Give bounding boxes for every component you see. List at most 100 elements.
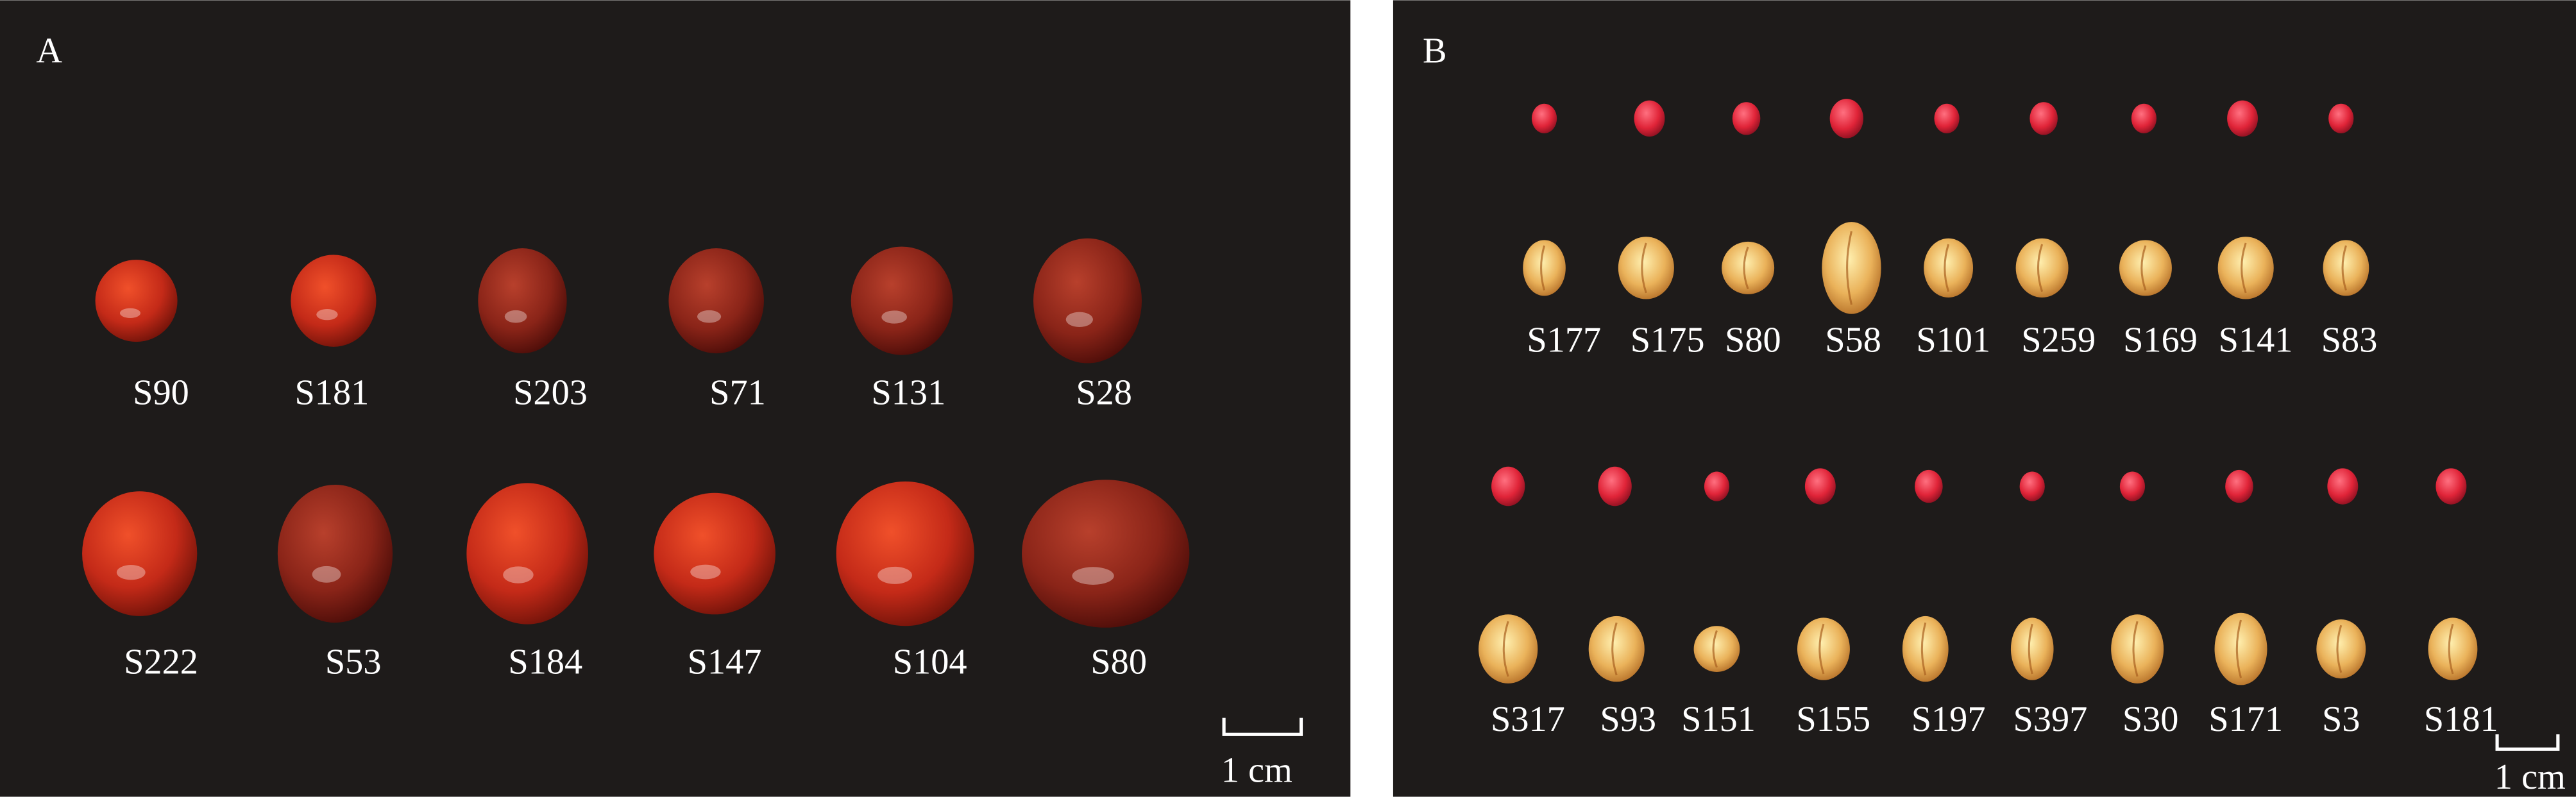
seed [1491,466,1525,507]
highlight [316,309,338,321]
scale-bar [1222,717,1303,736]
scale-bar [2495,734,2560,751]
stone [1722,241,1775,294]
specimen-label: S177 [1527,321,1601,360]
specimen-label: S147 [688,642,762,682]
specimen-label: S222 [124,642,198,682]
seed [2227,100,2258,137]
specimen-label: S104 [893,642,967,682]
specimen-label: S203 [513,373,588,412]
specimen-label: S181 [2424,700,2498,739]
seed [1915,469,1943,503]
seed [2436,468,2467,505]
panel-label: B [1423,31,1447,71]
stone [1693,626,1740,672]
specimen-label: S30 [2123,700,2179,739]
specimen-label: S259 [2021,321,2096,360]
stone [1618,237,1674,299]
seed [2225,469,2253,503]
specimen-label: S131 [871,373,945,412]
stone [2316,619,2366,679]
stone-texture [1920,622,1927,676]
specimen-label: S181 [294,373,369,412]
seed [2328,103,2354,133]
fruit [291,255,377,347]
specimen-label: S28 [1076,373,1132,412]
specimen-label: S155 [1796,700,1870,739]
stone-texture [1611,622,1618,676]
stone [2119,240,2172,296]
specimen-label: S184 [508,642,582,682]
seed [1804,468,1836,505]
specimen-label: S151 [1681,700,1756,739]
stone [1797,617,1850,680]
specimen-label: S317 [1491,700,1565,739]
highlight [697,310,722,323]
stone [2015,238,2069,298]
specimen-label: S169 [2123,321,2198,360]
stone [2217,237,2274,299]
stone-texture [2241,242,2247,294]
seed [1732,102,1761,135]
stone-texture [2132,621,2139,677]
seed [1704,471,1730,501]
stone-texture [2341,245,2347,291]
fruit [836,481,974,626]
specimen-label: S3 [2322,700,2360,739]
seed [2119,471,2146,501]
seed [1934,103,1960,133]
stone-texture [2235,619,2242,678]
specimen-label: S71 [709,373,766,412]
seed [1531,103,1557,133]
seed [1634,100,1665,137]
highlight [1065,312,1093,327]
stone [1902,616,1949,682]
stone-texture [2336,625,2343,673]
highlight [116,565,146,580]
specimen-label: S93 [1600,700,1656,739]
specimen-label: S101 [1916,321,1990,360]
fruit [95,260,178,342]
specimen-label: S80 [1725,321,1781,360]
stone-texture [1944,244,1950,292]
fruit [654,492,775,615]
panel-a-background [0,0,1351,797]
scale-bar-label: 1 cm [2495,757,2566,797]
scale-bar-label: 1 cm [1221,751,1292,791]
highlight [877,566,912,584]
highlight [1072,567,1114,585]
specimen-label: S58 [1825,321,1881,360]
panel-label: A [36,31,62,71]
highlight [119,308,140,318]
specimen-label: S80 [1090,642,1147,682]
fruit [478,248,567,354]
highlight [690,564,721,580]
stone-texture [2448,623,2454,675]
stone [1479,614,1538,684]
specimen-label: S53 [325,642,382,682]
specimen-label: S397 [2013,700,2087,739]
highlight [881,310,908,324]
stone [1523,240,1566,296]
stone-texture [2037,244,2044,292]
stone [2111,614,2164,684]
stone-texture [1846,231,1852,305]
highlight [312,566,341,583]
stone [2323,240,2369,296]
stone [2428,617,2478,680]
stone-texture [1641,242,1647,294]
seed [2131,103,2157,133]
stone [1924,238,1974,298]
fruit [277,484,393,623]
stone-texture [1818,623,1825,675]
specimen-label: S83 [2321,321,2378,360]
seed [2327,468,2359,505]
panel-b-background [1393,0,2576,797]
seed [2019,471,2045,501]
fruit [1022,480,1190,628]
fruit [466,483,588,625]
fruit [851,246,953,355]
stone-texture [1502,621,1509,677]
specimen-label: S141 [2219,321,2293,360]
